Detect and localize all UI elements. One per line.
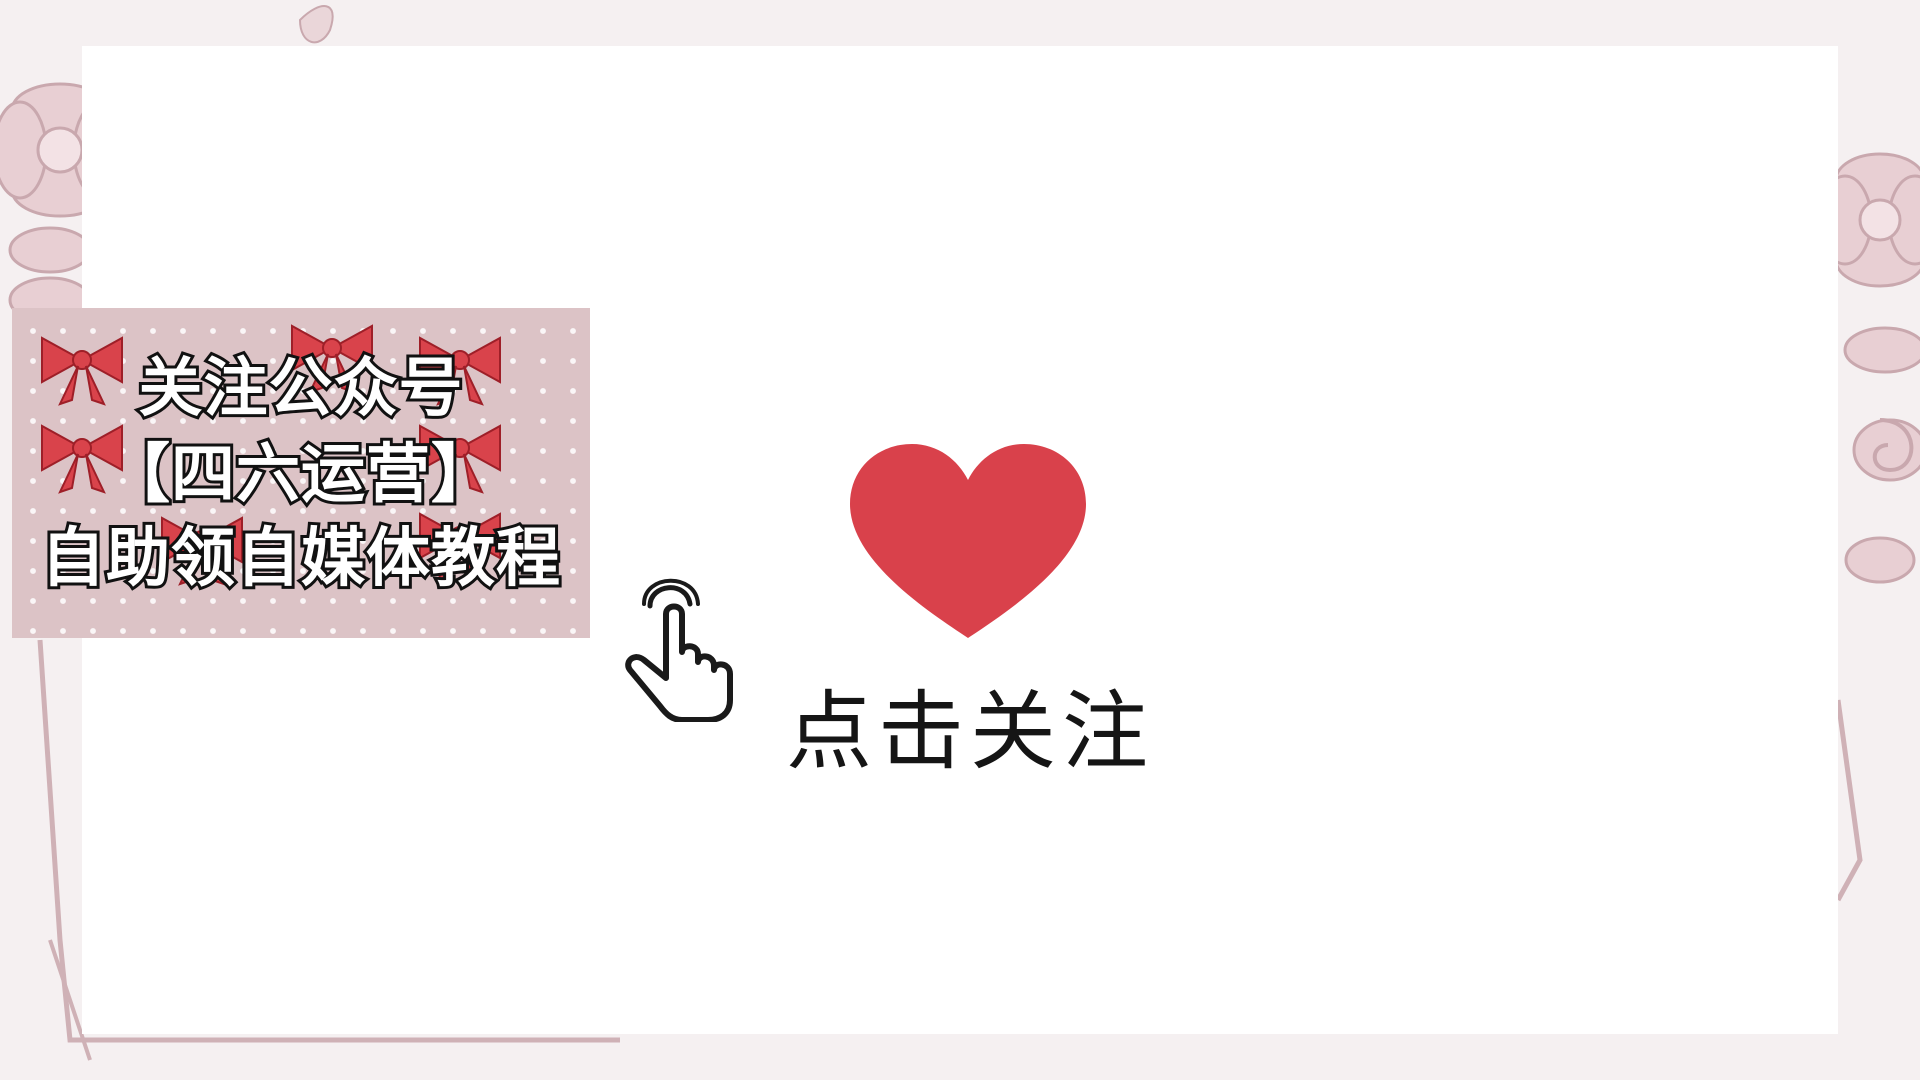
promo-banner: 关注公众号 【四六运营】 自助领自媒体教程 [12,308,590,638]
banner-line-account-name: 【四六运营】 [103,435,498,515]
banner-line-follow-account: 关注公众号 [136,349,466,429]
click-follow-button[interactable]: 点击关注 [786,682,1154,782]
banner-line-tutorial: 自助领自媒体教程 [38,519,563,599]
heart-icon[interactable] [846,442,1090,642]
pointing-hand-icon [625,578,733,722]
bow-pattern [41,324,501,586]
